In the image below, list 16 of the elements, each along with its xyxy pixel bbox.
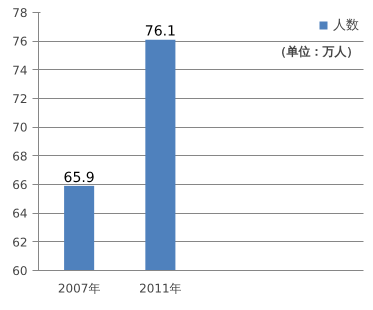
y-tick-label: 76 (12, 34, 28, 49)
y-tick-label: 78 (12, 6, 28, 20)
y-tick-label: 62 (12, 235, 28, 250)
x-tick-label: 2011年 (139, 282, 182, 296)
y-tick-label: 70 (12, 120, 28, 135)
y-tick-label: 64 (12, 206, 28, 221)
data-label: 76.1 (144, 24, 176, 40)
x-tick-label: 2007年 (58, 282, 100, 296)
y-tick-label: 72 (12, 92, 28, 106)
y-tick-label: 74 (12, 63, 28, 78)
y-tick-label: 60 (12, 264, 28, 278)
legend-label: 人数 (333, 17, 359, 34)
y-tick-label: 66 (12, 178, 28, 192)
annotation: （单位：万人） (274, 44, 358, 58)
y-tick-label: 68 (12, 149, 28, 164)
data-label: 65.9 (64, 170, 95, 186)
